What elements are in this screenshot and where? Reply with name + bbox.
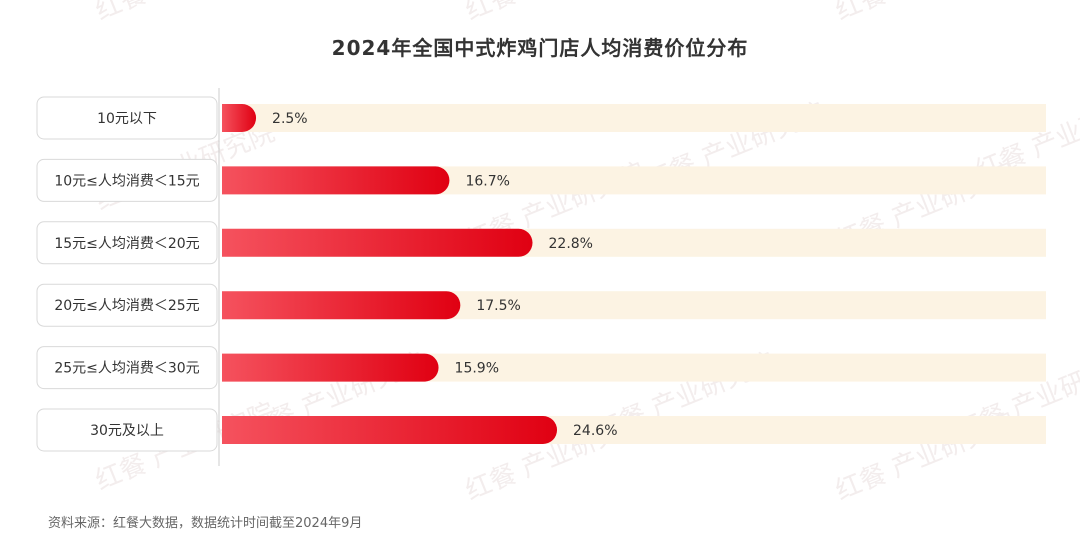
watermark-text: 红餐 产业研究院	[91, 0, 279, 26]
bar-3	[222, 228, 533, 257]
data-label: 24.6%	[573, 423, 617, 439]
category-label: 15元≤人均消费＜20元	[54, 236, 199, 252]
category-label: 25元≤人均消费＜30元	[54, 361, 199, 377]
category-label-box	[36, 96, 218, 140]
bar-4	[222, 291, 461, 320]
data-label: 17.5%	[476, 298, 520, 314]
category-label-box	[36, 346, 218, 390]
category-label-box	[36, 283, 218, 327]
category-label: 20元≤人均消费＜25元	[54, 298, 199, 314]
category-label: 10元以下	[97, 111, 157, 127]
bar-5	[222, 353, 439, 382]
bar-1	[222, 104, 257, 132]
category-label-box	[36, 158, 218, 202]
watermark-text: 红餐 产业研究院	[461, 0, 649, 26]
data-label: 22.8%	[549, 236, 593, 252]
category-label: 10元≤人均消费＜15元	[54, 173, 199, 189]
bar-6	[222, 416, 558, 444]
bar-track	[222, 104, 1046, 132]
data-label: 2.5%	[272, 111, 308, 127]
data-label: 16.7%	[465, 173, 509, 189]
source-note: 资料来源：红餐大数据，数据统计时间截至2024年9月	[48, 516, 363, 531]
data-label: 15.9%	[455, 361, 499, 377]
chart-title: 2024年全国中式炸鸡门店人均消费价位分布	[331, 36, 749, 60]
watermark-text: 红餐 产业研究院	[831, 0, 1019, 26]
bar-2	[222, 166, 450, 195]
category-label: 30元及以上	[90, 423, 164, 439]
category-label-box	[36, 408, 218, 452]
category-label-box	[36, 221, 218, 265]
